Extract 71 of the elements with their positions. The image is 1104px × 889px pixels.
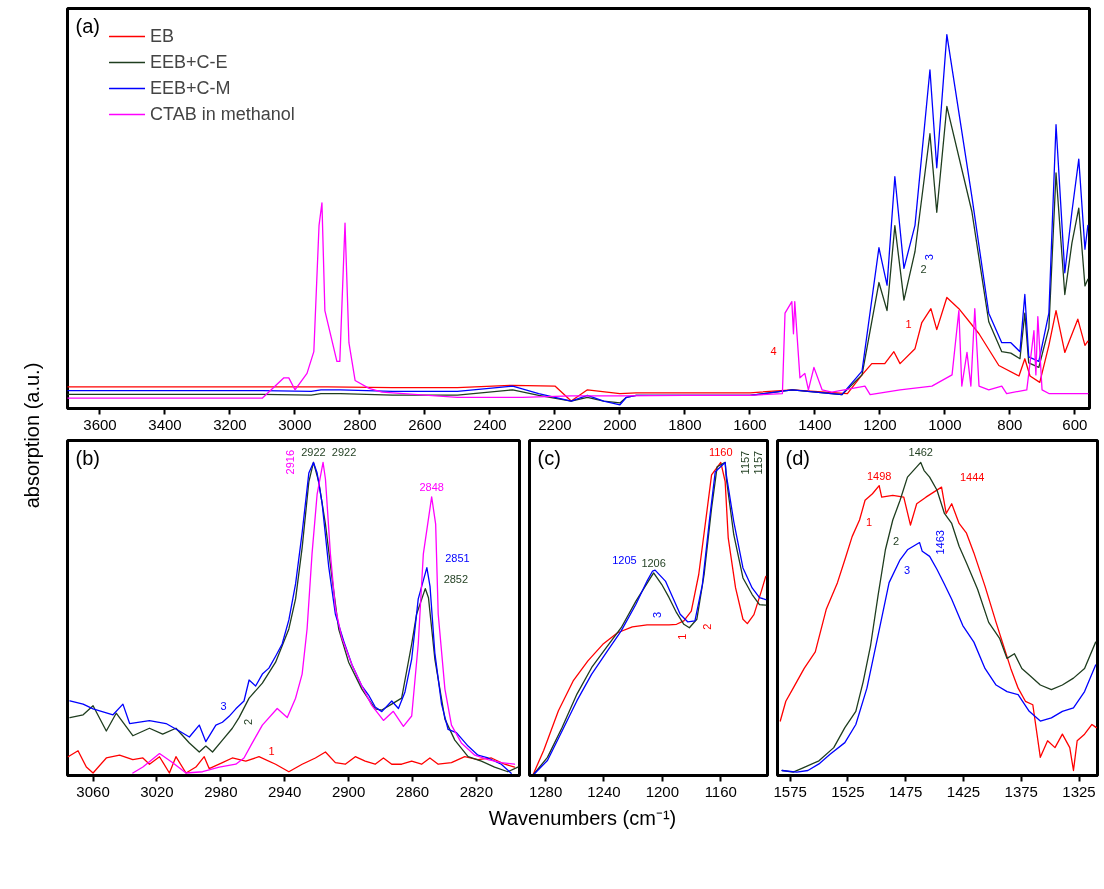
x-tick-label: 3600 (83, 415, 117, 433)
x-tick-label: 2000 (603, 415, 637, 433)
annotation: (c) (537, 446, 561, 469)
annotation: 1205 (612, 554, 637, 567)
annotation: 1498 (866, 469, 892, 482)
annotation: 3 (904, 564, 911, 577)
annotation: 1 (268, 745, 275, 758)
x-tick-label: 1000 (928, 415, 962, 433)
x-tick-label: 1160 (704, 782, 737, 800)
annotation: 1157 (752, 450, 765, 475)
annotation: 2848 (419, 480, 444, 493)
annotation: (a) (75, 14, 100, 37)
x-tick-label: 1200 (645, 782, 680, 800)
x-tick-label: 2900 (331, 782, 366, 800)
annotation: 4 (770, 344, 777, 357)
x-tick-label: 2800 (343, 415, 377, 433)
annotation: 2 (892, 534, 900, 547)
annotation: 1444 (959, 471, 985, 484)
annotation: 2922 (301, 446, 326, 459)
x-tick-label: 1600 (733, 415, 767, 433)
x-tick-label: 1200 (863, 415, 897, 433)
annotation: 2916 (284, 449, 297, 475)
x-tick-label: 2600 (408, 415, 442, 433)
x-tick-label: 1425 (946, 782, 981, 800)
annotation: 1157 (739, 450, 752, 475)
legend-label: EEB+C-E (150, 50, 228, 74)
annotation: 2 (920, 262, 927, 275)
x-tick-label: 1800 (668, 415, 702, 433)
x-tick-label: 3060 (76, 782, 110, 800)
x-tick-label: 1240 (587, 782, 621, 800)
x-tick-label: 3400 (148, 415, 182, 433)
annotation: 2851 (445, 551, 470, 564)
annotation: 1160 (708, 446, 733, 459)
x-axis-title: Wavenumbers (cm⁻¹) (488, 806, 677, 829)
x-tick-label: 2980 (204, 782, 238, 800)
x-tick-label: 1325 (1062, 782, 1096, 800)
x-tick-label: 1525 (831, 782, 865, 800)
x-tick-label: 3020 (140, 782, 174, 800)
x-tick-label: 600 (1062, 415, 1088, 433)
annotation: 2852 (443, 572, 469, 585)
legend-label: EB (150, 24, 175, 48)
x-tick-label: 3000 (278, 415, 312, 433)
annotation: 1 (905, 317, 912, 330)
x-tick-label: 800 (997, 415, 1023, 433)
annotation: 1462 (908, 446, 933, 459)
annotation: 3 (923, 254, 936, 261)
annotation: 3 (220, 700, 227, 713)
annotation: 2 (242, 718, 255, 725)
legend-label: EEB+C-M (150, 76, 231, 100)
y-axis-title: absorption (a.u.) (20, 362, 43, 509)
x-tick-label: 1400 (798, 415, 832, 433)
x-tick-label: 3200 (213, 415, 247, 433)
legend-label: CTAB in methanol (150, 102, 295, 126)
annotation: 1463 (933, 530, 946, 555)
annotation: 1 (675, 633, 688, 640)
x-tick-label: 1475 (889, 782, 923, 800)
annotation: (d) (785, 446, 810, 469)
annotation: 1 (866, 515, 873, 528)
x-tick-label: 1280 (528, 782, 563, 800)
x-tick-label: 2820 (459, 782, 494, 800)
x-tick-label: 2860 (395, 782, 430, 800)
annotation: (b) (75, 446, 100, 469)
x-tick-label: 2200 (538, 415, 572, 433)
annotation: 1206 (641, 556, 666, 569)
x-tick-label: 2400 (473, 415, 507, 433)
annotation: 3 (650, 612, 663, 619)
annotation: 2922 (331, 446, 357, 459)
x-tick-label: 2940 (268, 782, 302, 800)
x-tick-label: 1575 (773, 782, 807, 800)
annotation: 2 (700, 623, 713, 630)
x-tick-label: 1375 (1004, 782, 1038, 800)
